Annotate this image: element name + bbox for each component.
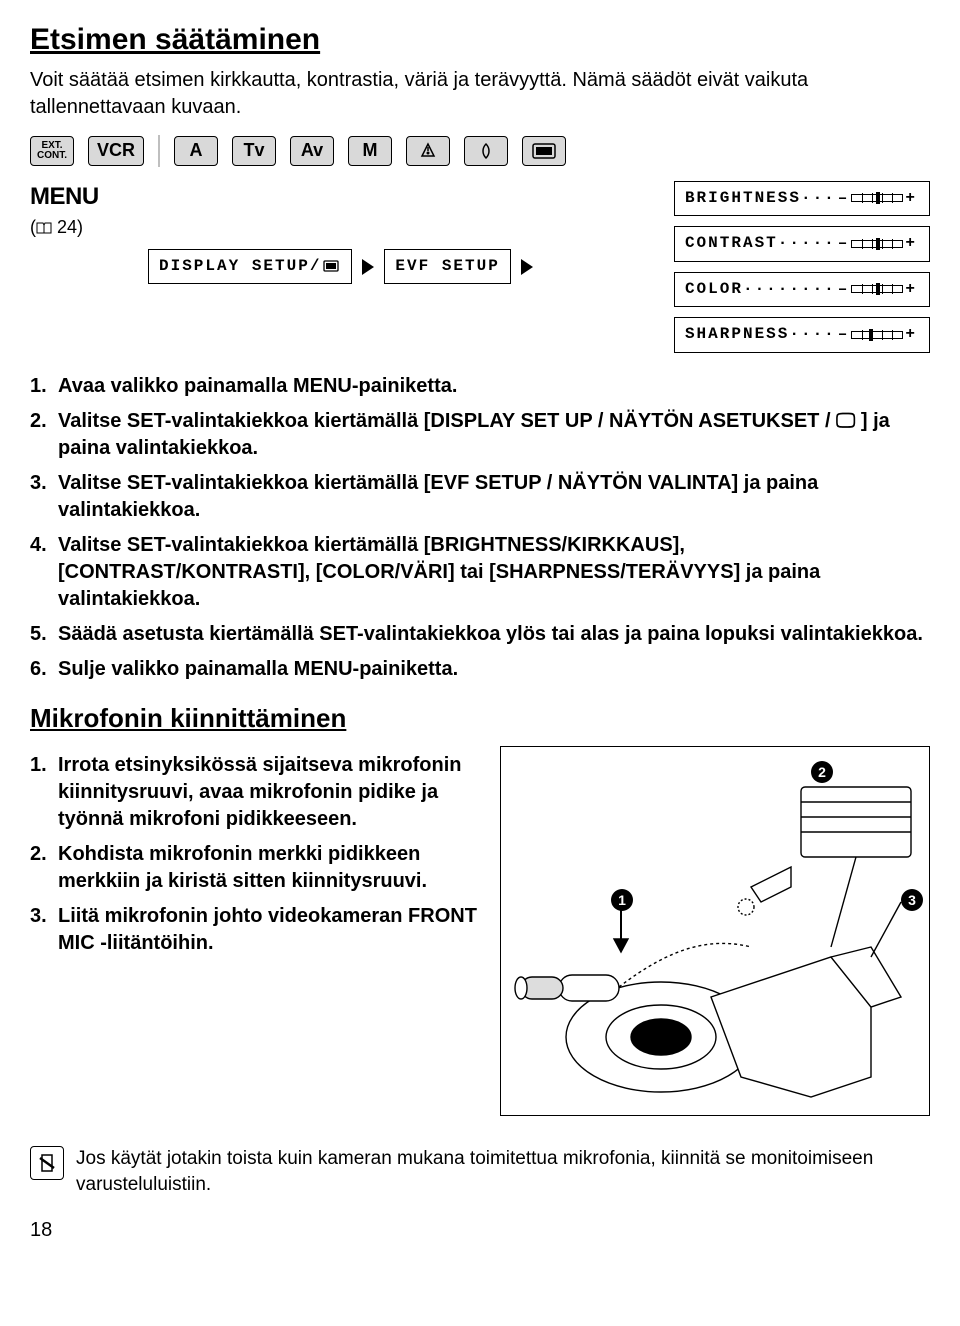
- menu-page-ref: ( 24): [30, 215, 130, 239]
- arrow-right-icon: [521, 259, 533, 275]
- menu-box-display-setup: DISPLAY SETUP/: [148, 249, 352, 285]
- badge-av: Av: [290, 136, 334, 166]
- figure-callout-3: 3: [901, 889, 923, 911]
- divider-bar: [158, 135, 160, 167]
- badge-a: A: [174, 136, 218, 166]
- menu-param-color: COLOR········–+: [674, 272, 930, 308]
- intro-text: Voit säätää etsimen kirkkautta, kontrast…: [30, 67, 930, 121]
- camera-figure: 1 2 3: [500, 746, 930, 1116]
- menu-param-contrast: CONTRAST·····–+: [674, 226, 930, 262]
- step-item: Valitse SET-valintakiekkoa kiertämällä […: [30, 408, 930, 462]
- step-item: Säädä asetusta kiertämällä SET-valintaki…: [30, 621, 930, 648]
- steps-list-1: Avaa valikko painamalla MENU-painiketta.…: [30, 373, 930, 683]
- step-item: Kohdista mikrofonin merkki pidikkeen mer…: [30, 841, 482, 895]
- note-text: Jos käytät jotakin toista kuin kameran m…: [76, 1146, 930, 1197]
- figure-callout-1: 1: [611, 889, 633, 911]
- menu-label: MENU: [30, 181, 130, 213]
- note-row: Jos käytät jotakin toista kuin kameran m…: [30, 1146, 930, 1197]
- badge-vcr: VCR: [88, 136, 144, 166]
- badge-ext-cont: EXT. CONT.: [30, 136, 74, 166]
- badge-m: M: [348, 136, 392, 166]
- step-item: Irrota etsinyksikössä sijaitseva mikrofo…: [30, 752, 482, 833]
- mode-icon-strip: EXT. CONT. VCR A Tv Av M: [30, 135, 930, 167]
- step-item: Liitä mikrofonin johto videokameran FRON…: [30, 903, 482, 957]
- steps-list-2: Irrota etsinyksikössä sijaitseva mikrofo…: [30, 752, 482, 957]
- badge-lowlight-icon: [464, 136, 508, 166]
- menu-param-brightness: BRIGHTNESS···–+: [674, 181, 930, 217]
- step-item: Sulje valikko painamalla MENU-painiketta…: [30, 656, 930, 683]
- page-title: Etsimen säätäminen: [30, 20, 930, 61]
- menu-param-sharpness: SHARPNESS····–+: [674, 317, 930, 353]
- page-number: 18: [30, 1217, 930, 1244]
- badge-record-icon: [522, 136, 566, 166]
- menu-box-evf-setup: EVF SETUP: [384, 249, 510, 285]
- menu-path-row: MENU ( 24) DISPLAY SETUP/ EVF SETUP BRIG…: [30, 181, 930, 363]
- arrow-right-icon: [362, 259, 374, 275]
- badge-tv: Tv: [232, 136, 276, 166]
- step-item: Valitse SET-valintakiekkoa kiertämällä […: [30, 532, 930, 613]
- step-item: Valitse SET-valintakiekkoa kiertämällä […: [30, 470, 930, 524]
- step-item: Avaa valikko painamalla MENU-painiketta.: [30, 373, 930, 400]
- badge-spotlight-icon: [406, 136, 450, 166]
- section-mic-title: Mikrofonin kiinnittäminen: [30, 701, 930, 736]
- note-icon: [30, 1146, 64, 1180]
- figure-callout-2: 2: [811, 761, 833, 783]
